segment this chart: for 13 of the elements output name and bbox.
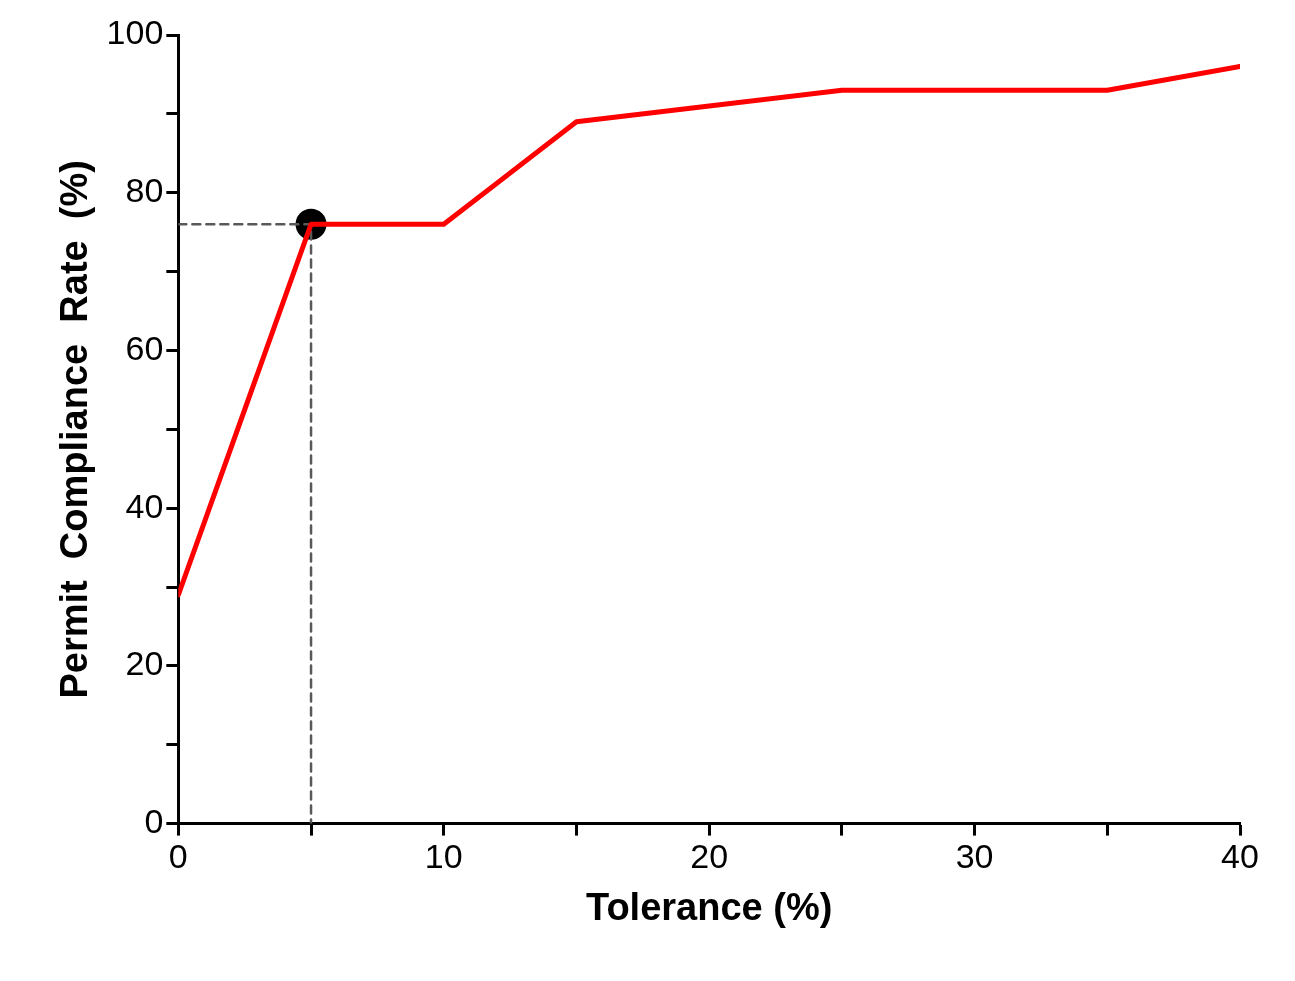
y-tick-label: 60 — [125, 328, 164, 367]
y-tick-label: 100 — [106, 13, 164, 52]
y-tick-label: 80 — [125, 171, 164, 210]
x-axis-title: Tolerance (%) — [585, 885, 833, 928]
y-tick-label: 0 — [144, 801, 164, 840]
x-tick-label: 10 — [424, 837, 463, 876]
y-tick-label: 40 — [125, 486, 164, 525]
x-tick-label: 0 — [168, 837, 188, 876]
x-tick-label: 20 — [690, 837, 729, 876]
x-tick-label: 40 — [1221, 837, 1259, 876]
x-tick-label: 30 — [955, 837, 994, 876]
y-tick-label: 20 — [125, 644, 164, 683]
y-axis-title: Permit Compliance Rate (%) — [53, 160, 96, 699]
